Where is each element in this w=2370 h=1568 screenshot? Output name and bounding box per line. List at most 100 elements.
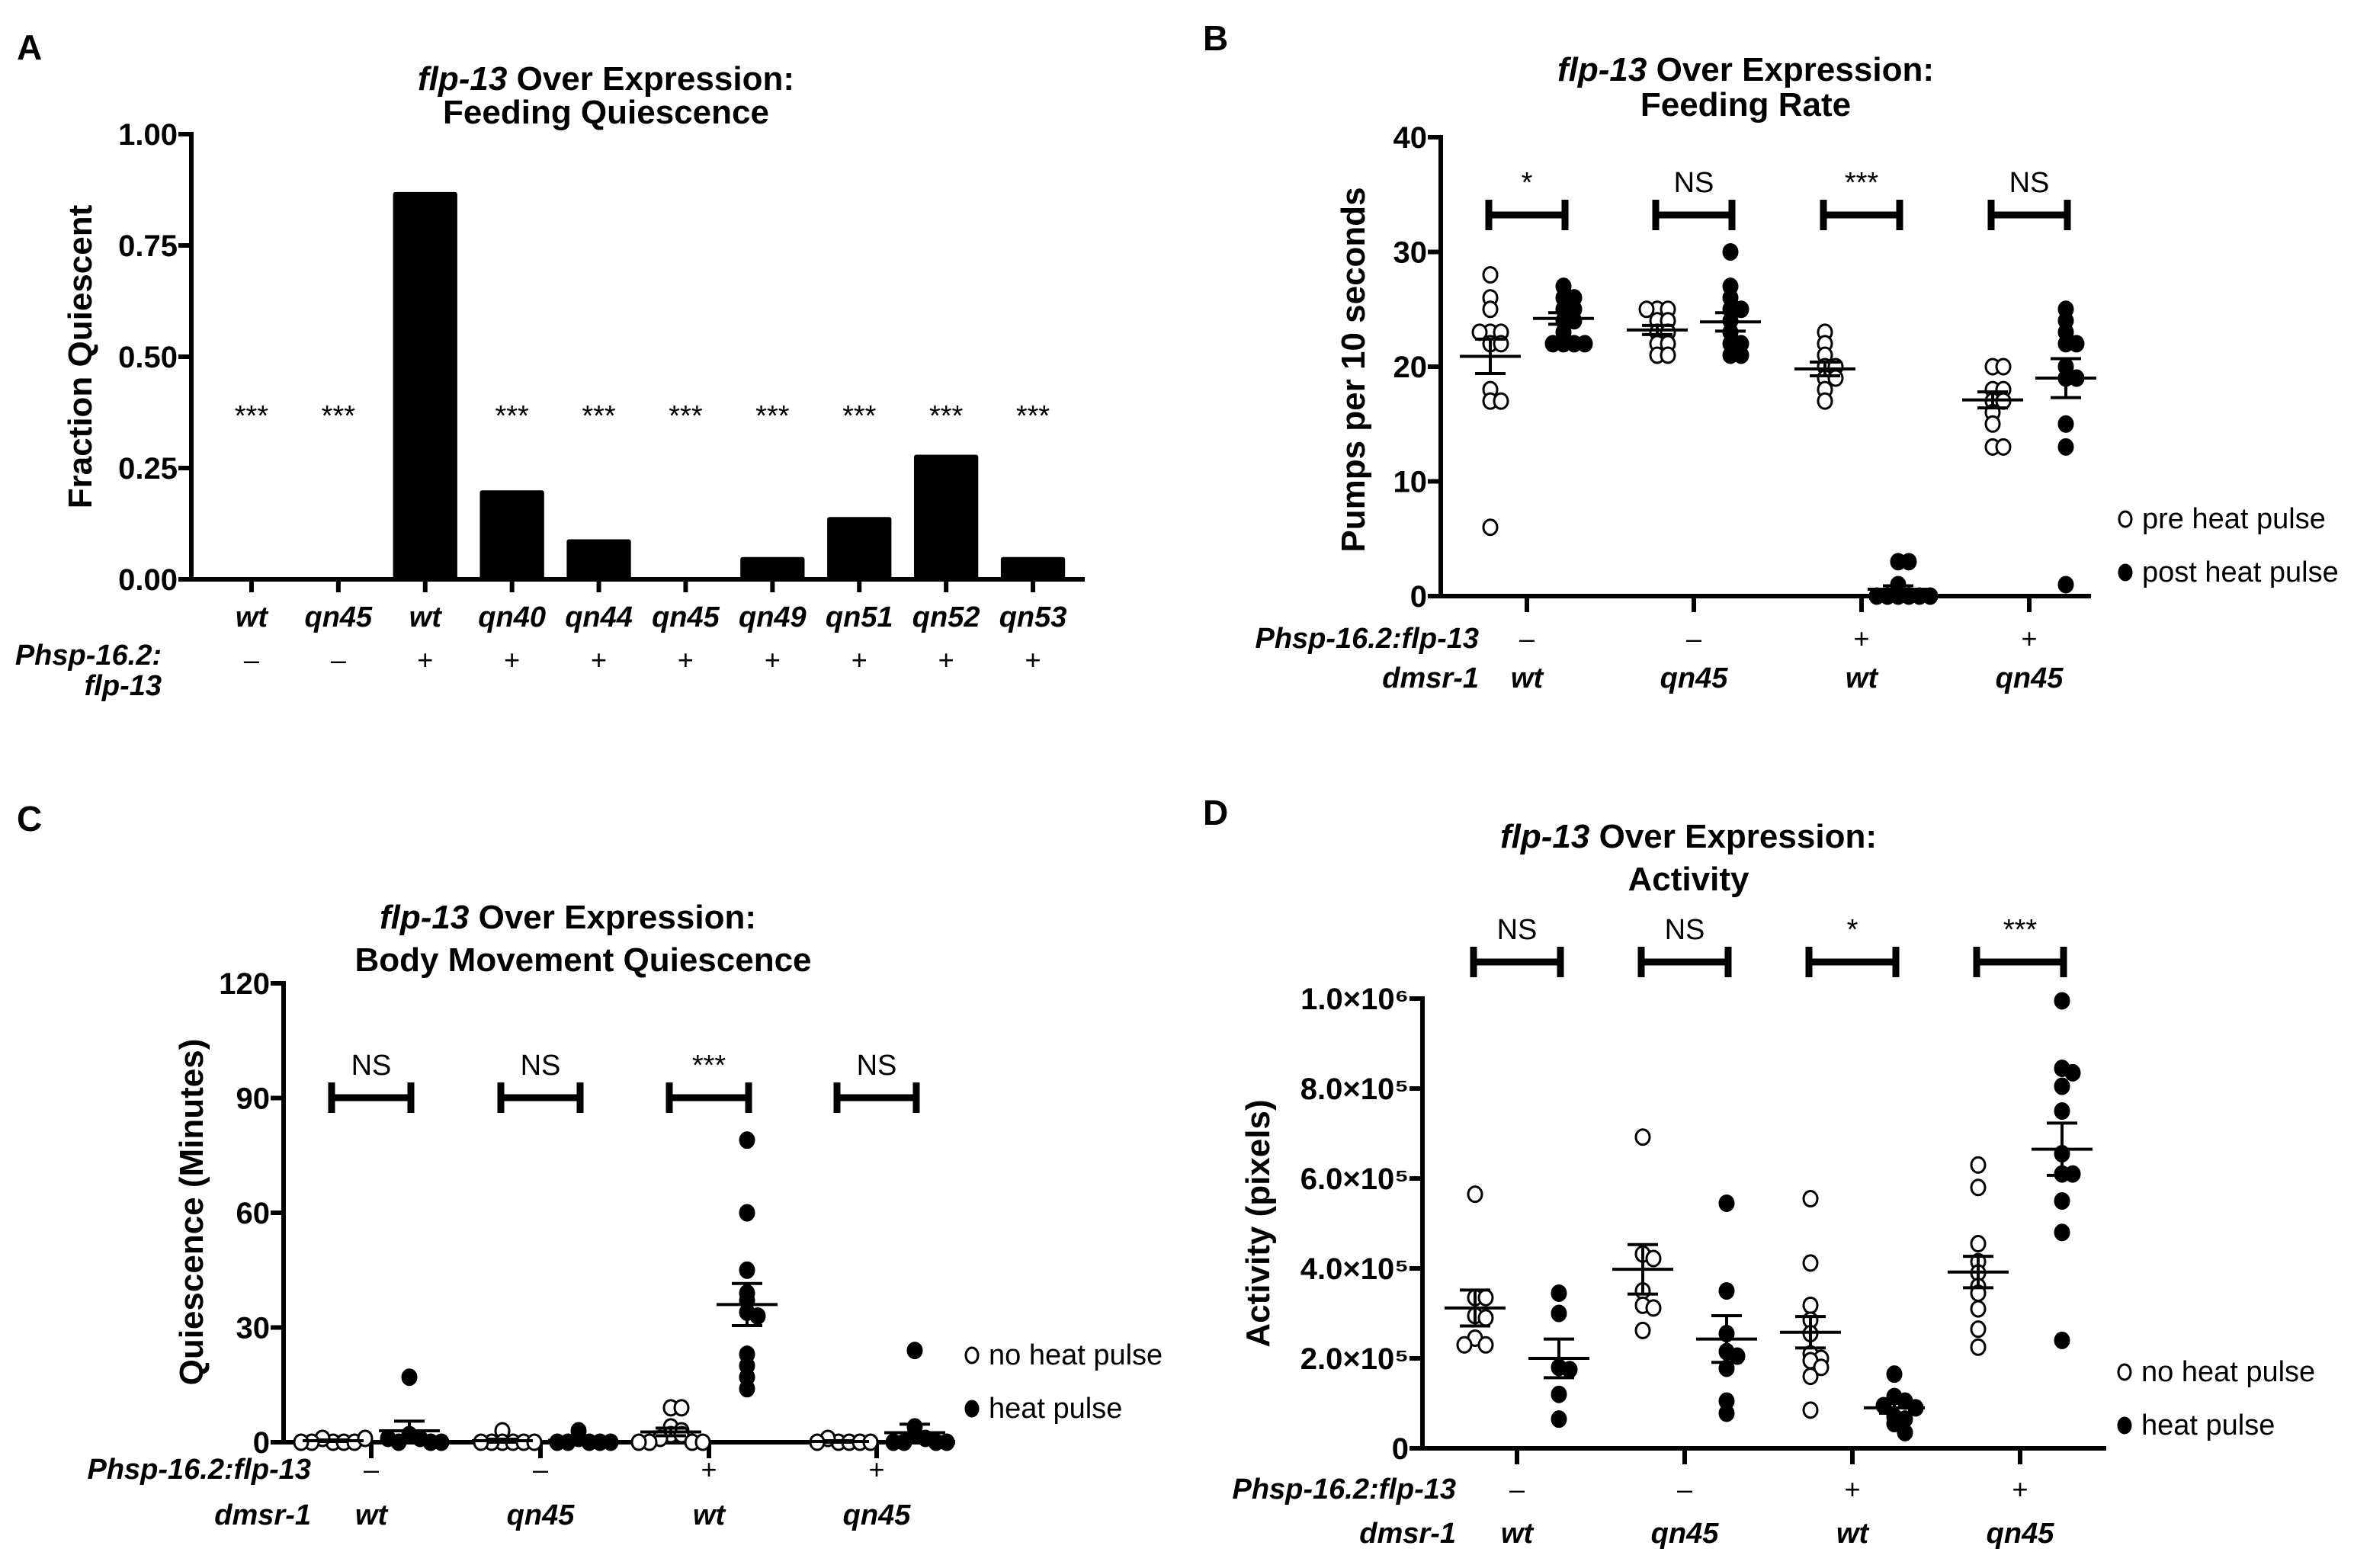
data-point-open [1995,438,2012,456]
transgene-sign: + [1853,623,1869,654]
genotype-label: wt [355,1499,389,1531]
data-point-filled [739,1131,755,1150]
data-point-filled [2054,1192,2070,1210]
y-axis-ticks: 0.00 0.25 0.50 0.75 1.00 [118,118,194,597]
data-point-open [1802,1296,1819,1314]
data-point-filled [2054,1223,2070,1242]
data-point-filled [1544,335,1561,353]
title-gene: flp-13 [418,60,507,98]
x-tick-label: qn45 [652,601,720,633]
data-point-open [694,1433,711,1451]
plot-area: 0 10 20 30 40 * – wt NS – qn45 *** + wt NS + qn45 Phsp-16… [1255,121,2338,694]
transgene-sign: + [1025,644,1041,675]
bar [566,539,631,579]
data-point-open [473,1433,489,1451]
row-label-transgene: Phsp-16.2:flp-13 [1232,1473,1456,1505]
data-point-open [1970,1178,1987,1197]
y-tick-label: 0.50 [118,341,178,374]
y-axis-label: Fraction Quiescent [62,204,99,508]
legend-marker-open [2117,1363,2132,1381]
data-point-filled [2057,438,2074,456]
y-tick-label: 1.00 [118,118,178,152]
genotype-label: wt [693,1499,726,1531]
data-point-open [1477,1309,1494,1327]
data-point-filled [1551,1385,1567,1403]
data-point-open [1995,358,2012,376]
data-point-filled [433,1433,450,1451]
legend-marker-open [2118,510,2133,528]
data-point-filled [1551,1410,1567,1429]
data-point-filled [1868,587,1885,605]
genotype-label: qn45 [1660,662,1729,694]
legend-marker-open [964,1346,980,1364]
data-point-filled [739,1261,755,1279]
transgene-sign: + [417,644,433,675]
transgene-sign: + [868,1454,884,1485]
data-point-filled [1551,1284,1567,1302]
y-tick-label: 90 [236,1082,271,1116]
bar [740,556,805,579]
data-point-open [1493,392,1509,410]
data-point-open [1638,300,1655,319]
data-point-open [1802,1254,1819,1272]
data-point-filled [2057,576,2074,594]
data-point-filled [749,1307,766,1325]
x-tick-label: wt [236,601,269,633]
legend-marker-filled [2118,563,2133,582]
significance-label: *** [1845,167,1879,199]
title-rest: Over Expression: [507,60,794,98]
data-point-filled [1718,1404,1735,1422]
significance-label: *** [669,400,703,432]
bar [914,454,979,579]
transgene-sign: – [364,1454,379,1485]
significance-label: NS [2009,167,2050,199]
transgene-sign: + [591,644,607,675]
chart-title-line1: flp-13 Over Expression: [1557,51,1934,88]
data-point-open [1645,1299,1662,1317]
title-gene: flp-13 [1500,818,1589,855]
title-gene: flp-13 [380,899,469,936]
data-point-open [1970,1338,1987,1356]
data-point-open [1970,1235,1987,1253]
genotype-label: qn45 [1987,1518,2055,1550]
data-point-open [1477,1288,1494,1307]
genotype-label: qn45 [843,1499,912,1531]
significance-label: *** [692,1050,726,1082]
genotype-label: wt [1511,662,1544,694]
y-tick-label: 4.0×10⁵ [1300,1252,1409,1286]
significance-label: NS [857,1050,897,1082]
bars: *** *** *** *** *** *** *** *** *** [235,191,1066,580]
x-tick-label: qn51 [826,601,893,633]
data-point-open [1970,1320,1987,1339]
bar [393,191,457,580]
x-tick-label: wt [409,601,443,633]
data-point-filled [1886,1415,1903,1433]
significance-label: *** [2003,914,2038,946]
data-point-open [1660,346,1676,364]
bar [479,490,544,579]
data-point-open [1634,1128,1651,1146]
y-axis-label: Activity (pixels) [1240,1099,1277,1347]
row-label-genotype: dmsr-1 [1359,1518,1456,1550]
panel-c-body-movement-quiescence: C flp-13 Over Expression: Body Movement … [17,799,1163,1531]
transgene-sign: – [1677,1473,1692,1505]
bar [1000,556,1066,579]
x-tick-label: qn44 [565,601,633,633]
panel-letter: B [1203,18,1228,58]
y-tick-label: 30 [236,1312,271,1345]
data-point-open [630,1433,647,1451]
x-tick-labels: wt – qn45 – wt + qn40 + qn44 + qn45 + qn49 + qn51 + qn52… [236,601,1067,675]
data-point-open [293,1433,309,1451]
significance-label: *** [755,400,790,432]
data-point-filled [2054,992,2070,1010]
data-point-open [1802,1401,1819,1419]
data-point-filled [2064,1063,2081,1082]
genotype-label: wt [1836,1518,1870,1550]
data-point-open [1467,1185,1483,1204]
significance-label: *** [235,400,269,432]
genotype-label: qn45 [507,1499,576,1531]
data-point-open [1827,369,1844,387]
data-point-open [1482,266,1499,284]
transgene-sign: – [1686,623,1701,654]
